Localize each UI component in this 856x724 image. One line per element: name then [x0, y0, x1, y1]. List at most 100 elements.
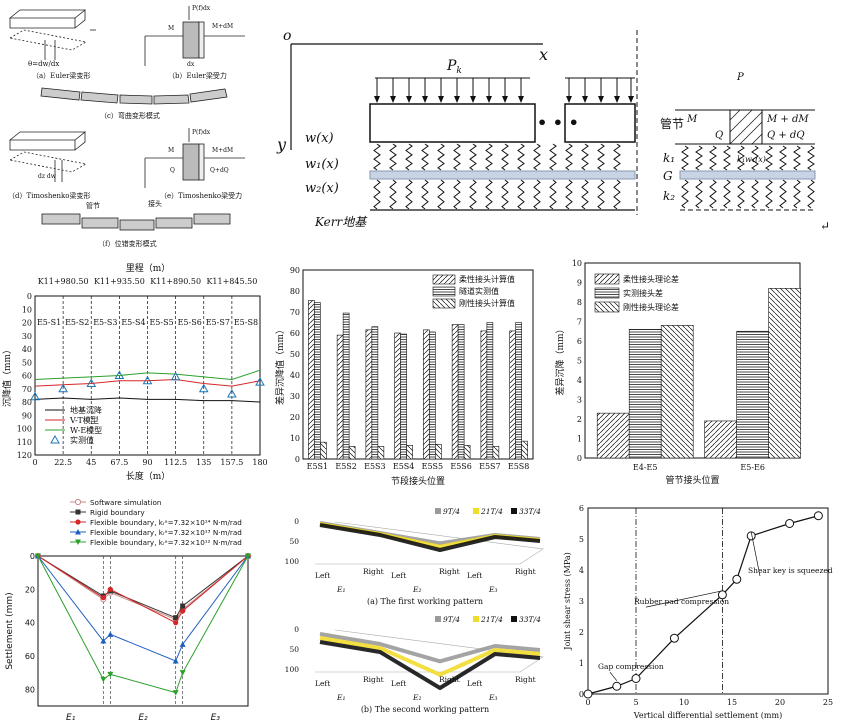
- detail-upper-spring: [695, 145, 703, 171]
- chart4-point: [107, 586, 113, 592]
- detail-lower-spring: [723, 179, 731, 209]
- chart1-top-tick: K11+890.50: [150, 277, 201, 286]
- load-arrow-head: [518, 96, 524, 103]
- chart5-legend-label: 9T/4: [443, 507, 460, 516]
- chart2-legend-swatch: [432, 274, 456, 285]
- beam-model-svg: θ=dw/dx （a）Euler梁变形 P(f)dx M+dM M dx （b）…: [8, 5, 245, 248]
- timo-force-q-left: Q: [170, 167, 175, 174]
- chart4-legend-marker: [75, 529, 81, 535]
- chart2-y-tick: 40: [290, 371, 300, 380]
- chart5-legend-label: 21T/4: [480, 615, 503, 624]
- chart2-bar: [521, 440, 528, 460]
- chart6-x-tick: 10: [679, 698, 689, 707]
- chart3-y-tick: 6: [577, 337, 582, 346]
- lower-spring: [437, 179, 445, 210]
- kerr-origin: o: [283, 28, 291, 44]
- chart4-x-category: E₂: [138, 713, 148, 723]
- chart4-legend-label: Flexible boundary, kᵣᵃ=7.32×10¹³ N·m/rad: [90, 528, 242, 537]
- chart4-y-tick: 80: [25, 685, 35, 694]
- detail-lower-spring: [793, 179, 801, 209]
- chart4-point: [100, 638, 107, 644]
- chart4-y-tick: 60: [25, 652, 35, 661]
- kerr-k2-label: k₂: [663, 189, 675, 203]
- kerr-k1-label: k₁: [663, 151, 675, 165]
- chart3-legend-label: 柔性接头理论差: [623, 274, 679, 284]
- chart2-bar: [320, 441, 327, 460]
- chart3-x-tick: E4-E5: [633, 463, 658, 472]
- kerr-detail-q: Q: [715, 130, 723, 141]
- shear-mode-segments: [41, 213, 231, 231]
- chart5-floor: [315, 629, 544, 673]
- chart4-point: [245, 553, 251, 559]
- load-arrow-head: [566, 96, 572, 103]
- chart5-x-sub: E₁: [336, 585, 345, 594]
- chart6-x-tick: 25: [823, 698, 833, 707]
- detail-upper-spring: [737, 145, 745, 171]
- chart4-point: [172, 690, 179, 696]
- chart4-point: [107, 631, 114, 637]
- chart1-segment-label: E5-S3: [93, 318, 117, 327]
- chart5-legend-label: 33T/4: [519, 615, 541, 624]
- kerr-return-mark: ↵: [820, 219, 830, 233]
- load-arrow-head: [438, 96, 444, 103]
- kerr-model-figure: o x y Pk • • • w(x) w₁(x) w₂(x) Kerr地基 管…: [275, 0, 856, 255]
- chart1-segment-label: E5-S5: [149, 318, 173, 327]
- chart3-y-tick: 2: [577, 415, 582, 424]
- chart1-segment-label: E5-S6: [178, 318, 202, 327]
- chart1-segment-label: E5-S4: [121, 318, 145, 327]
- kerr-w2-label: w₂(x): [305, 181, 339, 196]
- upper-spring: [613, 143, 621, 171]
- upper-spring: [565, 143, 573, 171]
- chart1-measured-marker: [170, 371, 181, 381]
- kerr-springs-lower: [373, 179, 621, 210]
- chart1-y-tick: 10: [22, 305, 32, 314]
- chart4-legend-label: Software simulation: [90, 498, 161, 507]
- chart-settlement-length: 里程（m） K11+980.50 K11+935.50 K11+890.50 K11+8…: [0, 258, 275, 490]
- detail-upper-spring: [681, 145, 689, 171]
- chart6-annotation-pointer: [645, 590, 723, 608]
- chart4-point: [173, 615, 179, 621]
- timo-force-drawing: [144, 128, 245, 188]
- timo-deform-caption: （d）Timoshenko梁变形: [8, 191, 90, 200]
- chart5-svg: 9T/4 21T/4 33T/4 0 50 100 Left Right Left Right Le…: [285, 507, 544, 714]
- chart6-y-tick: 2: [579, 628, 584, 637]
- kerr-y-label: y: [276, 135, 287, 154]
- chart4-y-tick: 0: [30, 552, 35, 561]
- chart5-x-label: Right: [439, 567, 460, 576]
- chart2-x-tick: E5S3: [364, 462, 386, 471]
- chart1-top-tick: K11+845.50: [206, 277, 257, 286]
- kerr-detail-springs: [681, 145, 815, 209]
- chart3-bar: [736, 330, 769, 459]
- chart4-point: [180, 603, 186, 609]
- detail-upper-spring: [793, 145, 801, 171]
- chart3-y-tick: 7: [577, 318, 582, 327]
- kerr-ellipsis: • • •: [537, 113, 579, 132]
- chart5-legend-swatch: [473, 508, 479, 514]
- chart1-x-tick: 22.5: [54, 458, 72, 467]
- chart-pipe-joints: 0 1 2 3 4 5 6 7 8 9 10 差异沉降（mm） E4-E5 E5-E6 管节接头位置 柔性接头…: [555, 258, 856, 490]
- chart4-legend-marker: [75, 539, 81, 545]
- chart1-x-tick: 135: [196, 458, 211, 467]
- chart1-measured-marker: [30, 391, 40, 401]
- kerr-beam-left: [369, 103, 536, 143]
- chart4-point: [179, 641, 186, 647]
- chart2-bar: [515, 322, 522, 460]
- chart6-xlabel: Vertical differential settlement (mm): [633, 711, 782, 720]
- chart4-point: [100, 676, 107, 683]
- chart4-x-category: E₁: [66, 713, 76, 723]
- chart5-caption: (a) The first working pattern: [367, 597, 483, 606]
- shear-mode-caption: （f）位错变形模式: [98, 239, 157, 248]
- chart6-frame: [587, 507, 829, 695]
- chart4-y-tick: 40: [25, 619, 35, 628]
- lower-spring: [581, 179, 589, 210]
- kerr-detail-pk: P: [736, 72, 744, 83]
- euler-force-left: M: [168, 25, 174, 32]
- detail-lower-spring: [765, 179, 773, 209]
- chart6-point: [612, 681, 622, 691]
- chart1-measured-marker: [227, 389, 237, 398]
- chart1-y-tick: 20: [22, 319, 32, 328]
- chart3-y-tick: 5: [577, 357, 582, 366]
- detail-upper-spring: [751, 145, 759, 171]
- chart2-bar: [406, 445, 413, 460]
- kerr-g-label: G: [663, 169, 673, 183]
